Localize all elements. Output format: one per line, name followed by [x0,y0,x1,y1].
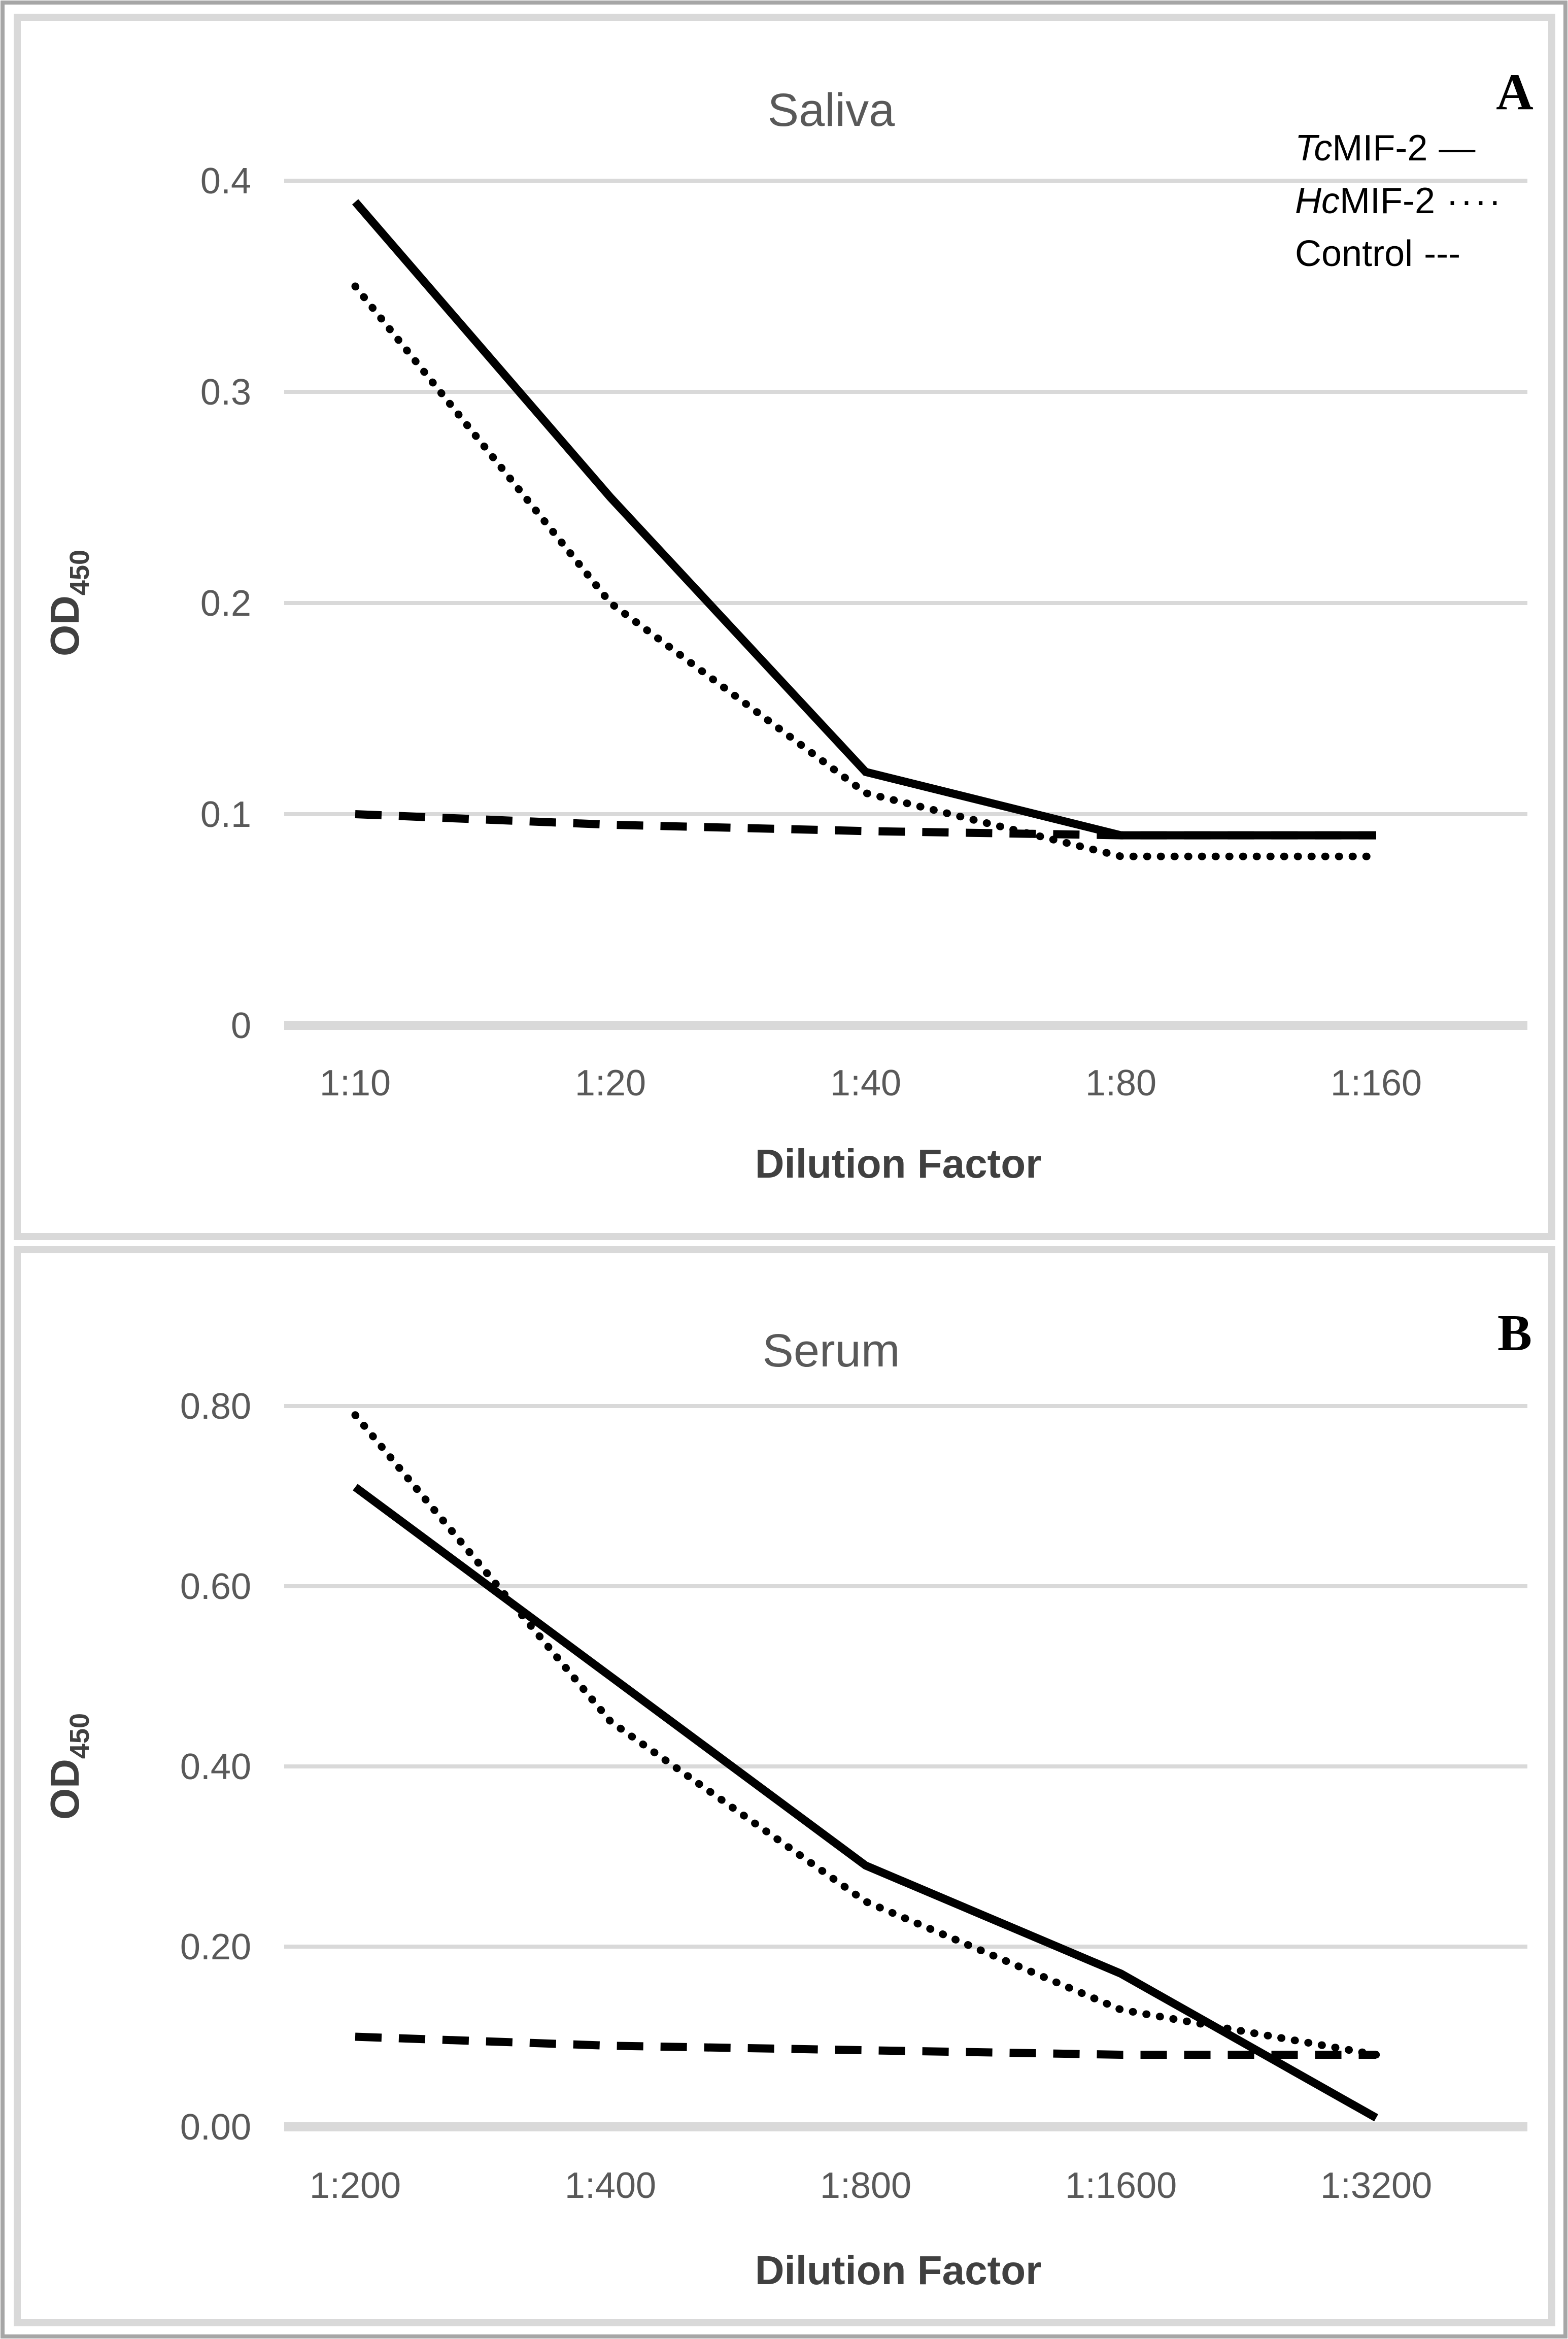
y-tick-label: 0 [231,1006,251,1046]
panel-b: 0.80 0.60 0.40 0.20 0.00 1:200 1:400 1:800 1:16… [14,1246,1555,2326]
x-tick-label: 1:800 [820,2165,911,2206]
panel-a-gridlines [284,179,1527,1030]
panel-b-ylabel-main: OD [42,1759,87,1820]
series-line-HcMIF-2 [351,1411,1380,2059]
panel-b-y-axis-title: OD450 [42,1713,95,1820]
y-tick-label: 0.1 [200,794,251,835]
legend-item-hcmif2: HcMIF-2 ···· [1295,181,1503,221]
x-tick-label: 1:400 [565,2165,656,2206]
legend-hcmif2-dotted-line-icon: ···· [1446,181,1503,221]
x-tick-label: 1:80 [1085,1063,1156,1104]
panel-b-ylabel-sub: 450 [64,1713,95,1759]
x-tick-label: 1:1600 [1065,2165,1177,2206]
x-tick-label: 1:200 [310,2165,401,2206]
panel-a-series [351,199,1380,860]
panel-b-frame [14,1246,1555,2326]
legend-control-label: Control [1295,233,1413,274]
panel-a-ytick-labels: 0.4 0.3 0.2 0.1 0 [200,161,251,1046]
x-tick-label: 1:160 [1331,1063,1422,1104]
panel-a-ylabel-sub: 450 [64,550,95,595]
legend-hcmif2-prefix: Hc [1295,181,1340,221]
legend-hcmif2-label: MIF-2 [1340,181,1435,221]
panel-a-x-axis-title: Dilution Factor [755,1141,1041,1186]
series-line-Control [355,2032,1376,2059]
panel-b-ytick-labels: 0.80 0.60 0.40 0.20 0.00 [180,1386,251,2148]
panel-a-letter: A [1496,63,1533,121]
series-line-TcMIF-2 [352,199,1376,840]
y-tick-label: 0.3 [200,372,251,413]
legend-item-tcmif2: TcMIF-2 — [1295,128,1475,169]
panel-a-y-axis-title: OD450 [42,550,95,656]
legend-tcmif2-prefix: Tc [1295,128,1332,169]
x-tick-label: 1:40 [830,1063,901,1104]
series-line-HcMIF-2 [351,282,1380,860]
panel-a-frame [14,14,1555,1240]
legend-tcmif2-label: MIF-2 [1332,128,1427,169]
x-tick-label: 1:10 [320,1063,391,1104]
y-tick-label: 0.40 [180,1747,251,1787]
panel-b-x-axis-title: Dilution Factor [755,2248,1041,2293]
panel-a-ylabel-main: OD [42,595,87,656]
legend-control-dashed-line-icon: --- [1424,233,1460,274]
x-tick-label: 1:20 [575,1063,646,1104]
panel-a-legend: TcMIF-2— HcMIF-2 ···· Control --- [1295,128,1503,274]
y-tick-label: 0.80 [180,1386,251,1427]
panel-a-title: Saliva [768,84,895,136]
panel-a: 0.4 0.3 0.2 0.1 0 1:10 1:20 1:40 1:80 1:160 Sali… [14,14,1555,1240]
panel-b-xtick-labels: 1:200 1:400 1:800 1:1600 1:3200 [310,2165,1432,2206]
panel-b-title: Serum [763,1325,900,1377]
y-tick-label: 0.60 [180,1566,251,1607]
y-tick-label: 0.20 [180,1927,251,1967]
panel-b-letter: B [1497,1305,1532,1362]
y-tick-label: 0.4 [200,161,251,202]
series-line-TcMIF-2 [353,1484,1378,2122]
panel-b-series [351,1411,1380,2122]
panel-a-xtick-labels: 1:10 1:20 1:40 1:80 1:160 [320,1063,1422,1104]
y-tick-label: 0.00 [180,2107,251,2148]
legend-item-control: Control --- [1295,233,1460,274]
x-tick-label: 1:3200 [1320,2165,1432,2206]
legend-tcmif2-solid-line-icon: — [1439,128,1475,169]
y-tick-label: 0.2 [200,583,251,624]
